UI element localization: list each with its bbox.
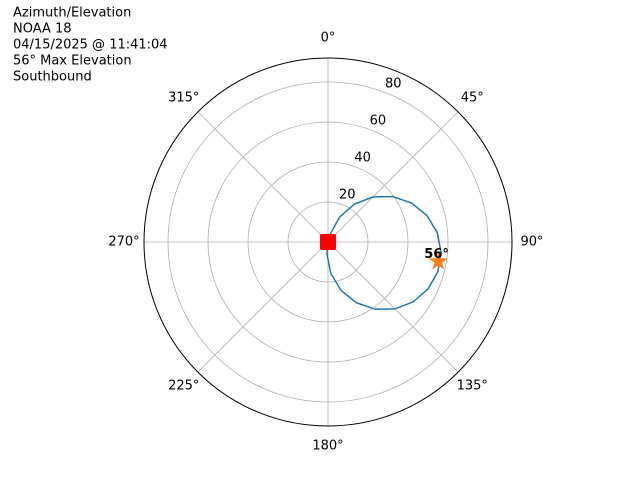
r-tick-label: 20 [339,188,356,203]
theta-tick-label: 270° [108,235,139,250]
theta-tick-label: 0° [321,31,336,46]
grid-spoke [197,241,329,373]
grid-spoke [197,111,329,243]
grid-spoke [327,241,459,373]
r-tick-label: 80 [385,77,402,92]
max-label: 56° [424,247,449,262]
title-line: 56° Max Elevation [13,54,132,69]
title-line: Azimuth/Elevation [13,6,131,21]
r-tick-label: 60 [370,114,387,129]
title-line: Southbound [13,70,92,85]
end-marker [320,234,336,250]
theta-tick-label: 45° [461,90,484,105]
theta-tick-label: 135° [457,379,488,394]
r-tick-label: 40 [354,151,371,166]
theta-tick-label: 180° [312,439,343,454]
theta-tick-label: 90° [520,235,543,250]
max-marker [428,251,448,270]
title-line: NOAA 18 [13,22,72,37]
theta-tick-label: 225° [168,379,199,394]
theta-tick-label: 315° [168,90,199,105]
grid-spoke [327,111,459,243]
title-line: 04/15/2025 @ 11:41:04 [13,38,168,53]
polar-frame [143,57,513,427]
